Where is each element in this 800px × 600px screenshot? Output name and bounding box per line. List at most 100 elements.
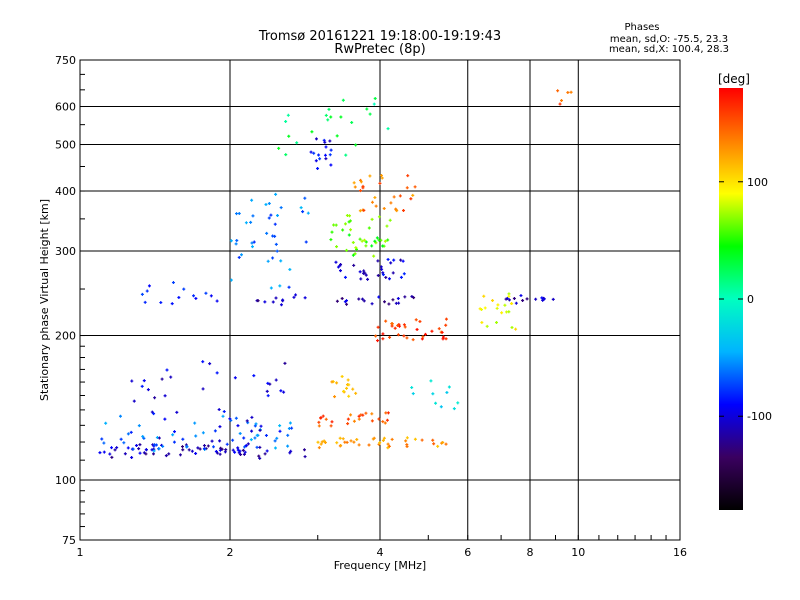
data-point [510,325,514,329]
data-point [239,453,243,457]
data-point [386,257,390,261]
data-point [257,454,261,458]
data-point [153,443,157,447]
data-point [213,429,217,433]
data-point [380,267,384,271]
data-point [338,264,342,268]
data-point [444,442,448,446]
data-point [243,445,247,449]
data-point [294,293,298,297]
data-point [215,299,219,303]
data-point [391,298,395,302]
data-point [244,444,248,448]
data-point [330,420,334,424]
data-point [253,436,257,440]
data-point [376,339,380,343]
data-point [175,410,179,414]
data-point [381,273,385,277]
data-point [130,379,134,383]
data-point [165,368,169,372]
data-point [286,444,290,448]
data-point [289,449,293,453]
data-point [386,411,390,415]
axes: 1 2 4 6 8 10 16 75 100 200 300 400 500 600 750 [55,54,687,559]
data-point [372,102,376,106]
data-point [384,275,388,279]
data-point [264,433,268,437]
data-point [374,204,378,208]
data-point [541,298,545,302]
data-point [382,207,386,211]
data-point [383,239,387,243]
data-point [194,434,198,438]
data-point [98,451,102,455]
data-point [392,258,396,262]
data-point [292,295,296,299]
x-tick-label: 16 [673,546,687,559]
data-point [338,269,342,273]
data-point [414,318,418,322]
data-point [387,277,391,281]
data-point [198,447,202,451]
data-point [102,450,106,454]
data-point [202,447,206,451]
data-point [384,411,388,415]
data-point [504,297,508,301]
data-point [279,303,283,307]
data-point [209,294,213,298]
data-point [519,294,523,298]
data-point [375,236,379,240]
data-point [396,297,400,301]
data-point [444,337,448,341]
data-point [164,454,168,458]
data-point [255,433,259,437]
data-point [287,285,291,289]
x-tick-label: 2 [227,546,234,559]
data-point [338,436,342,440]
data-point [322,439,326,443]
data-point [141,434,145,438]
data-point [264,203,268,207]
data-point [353,252,357,256]
data-point [159,301,163,305]
data-point [346,378,350,382]
data-point [378,441,382,445]
data-point [387,302,391,306]
data-point [279,389,283,393]
data-point [368,174,372,178]
data-point [383,421,387,425]
data-point [284,153,288,157]
data-point [430,329,434,333]
data-point [393,326,397,330]
x-tick-label: 1 [77,546,84,559]
data-point [193,421,197,425]
data-point [385,224,389,228]
data-point [252,374,256,378]
data-point [269,286,273,290]
data-point [507,310,511,314]
data-point [151,452,155,456]
data-point [137,424,141,428]
data-point [194,451,198,455]
data-point [480,321,484,325]
data-point [344,153,348,157]
data-point [249,220,253,224]
data-point [171,281,175,285]
data-point [208,362,212,366]
data-point [384,319,388,323]
data-point [303,196,307,200]
chart-title: Tromsø 20161221 19:18:00-19:19:43 [258,29,501,44]
colorbar-unit-label: [deg] [718,72,750,86]
data-point [234,416,238,420]
y-tick-label: 600 [55,101,76,114]
data-point [432,442,436,446]
data-point [271,234,275,238]
data-point [418,319,422,323]
data-point [250,429,254,433]
data-point [319,416,323,420]
data-point [345,302,349,306]
data-point [229,239,233,243]
data-point [330,380,334,384]
data-point [376,273,380,277]
data-point [170,302,174,306]
